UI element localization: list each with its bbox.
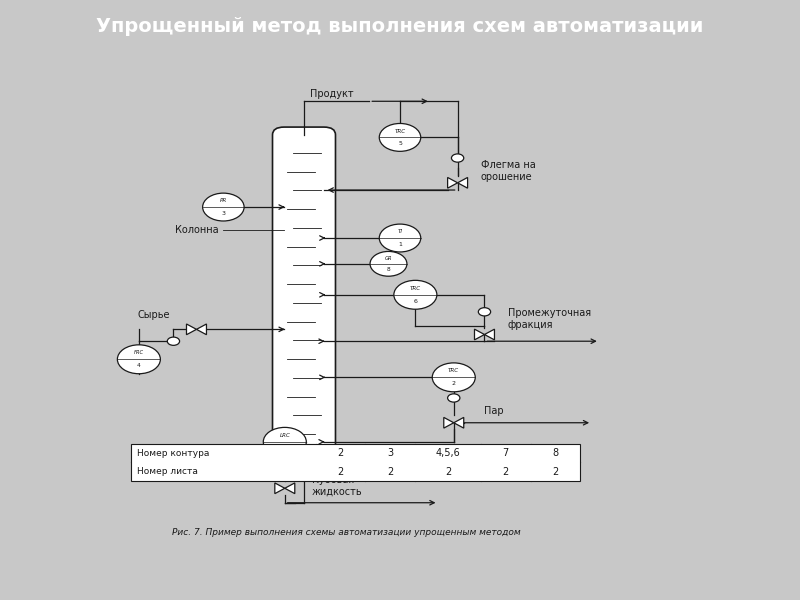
Text: Продукт: Продукт bbox=[310, 89, 354, 98]
Polygon shape bbox=[197, 324, 206, 335]
Text: 2: 2 bbox=[387, 467, 394, 476]
Circle shape bbox=[263, 427, 306, 456]
Text: 6: 6 bbox=[414, 299, 418, 304]
Text: 4: 4 bbox=[137, 363, 141, 368]
Text: PR: PR bbox=[220, 198, 227, 203]
Text: TRC: TRC bbox=[394, 128, 406, 134]
FancyBboxPatch shape bbox=[273, 127, 335, 465]
Text: Флегма на
орошение: Флегма на орошение bbox=[481, 160, 535, 182]
Text: Колонна: Колонна bbox=[174, 225, 218, 235]
Polygon shape bbox=[444, 418, 454, 428]
Bar bbox=[131, 445, 581, 481]
Text: 8: 8 bbox=[386, 267, 390, 272]
Circle shape bbox=[118, 345, 160, 374]
Circle shape bbox=[451, 154, 464, 162]
Circle shape bbox=[478, 308, 490, 316]
Text: Пар: Пар bbox=[485, 406, 504, 416]
Text: Сырье: Сырье bbox=[138, 310, 170, 320]
Text: 2: 2 bbox=[552, 467, 558, 476]
Text: Кубовая
жидкость: Кубовая жидкость bbox=[312, 475, 362, 497]
Circle shape bbox=[432, 363, 475, 392]
Text: 2: 2 bbox=[338, 467, 344, 476]
Text: TRC: TRC bbox=[448, 368, 459, 373]
Text: 4,5,6: 4,5,6 bbox=[436, 448, 460, 458]
Text: LRC: LRC bbox=[279, 433, 290, 438]
Text: Рис. 7. Пример выполнения схемы автоматизации упрощенным методом: Рис. 7. Пример выполнения схемы автомати… bbox=[172, 527, 521, 536]
Polygon shape bbox=[454, 418, 464, 428]
Text: 3: 3 bbox=[222, 211, 226, 216]
Circle shape bbox=[202, 193, 244, 221]
Polygon shape bbox=[458, 178, 467, 188]
Circle shape bbox=[370, 251, 407, 276]
Text: 8: 8 bbox=[553, 448, 558, 458]
Polygon shape bbox=[275, 483, 285, 494]
Text: 1: 1 bbox=[398, 242, 402, 247]
Circle shape bbox=[394, 280, 437, 309]
Text: 2: 2 bbox=[452, 382, 456, 386]
Circle shape bbox=[167, 337, 179, 346]
Text: 7: 7 bbox=[283, 446, 287, 451]
Text: Номер листа: Номер листа bbox=[138, 467, 198, 476]
Text: 7: 7 bbox=[502, 448, 509, 458]
Text: TRC: TRC bbox=[410, 286, 421, 291]
Text: 2: 2 bbox=[445, 467, 451, 476]
Polygon shape bbox=[186, 324, 197, 335]
Circle shape bbox=[379, 224, 421, 252]
Text: Упрощенный метод выполнения схем автоматизации: Упрощенный метод выполнения схем автомат… bbox=[96, 17, 704, 37]
Text: GR: GR bbox=[385, 256, 392, 261]
Text: TI: TI bbox=[398, 229, 402, 234]
Polygon shape bbox=[485, 329, 494, 340]
Circle shape bbox=[448, 394, 460, 402]
Text: Промежуточная
фракция: Промежуточная фракция bbox=[507, 308, 590, 330]
Polygon shape bbox=[448, 178, 458, 188]
Text: 3: 3 bbox=[387, 448, 394, 458]
Text: 2: 2 bbox=[502, 467, 509, 476]
Text: 2: 2 bbox=[338, 448, 344, 458]
Text: FRC: FRC bbox=[134, 350, 144, 355]
Text: 5: 5 bbox=[398, 141, 402, 146]
Circle shape bbox=[278, 461, 291, 469]
Text: Номер контура: Номер контура bbox=[138, 449, 210, 458]
Polygon shape bbox=[285, 483, 294, 494]
Polygon shape bbox=[474, 329, 485, 340]
Circle shape bbox=[379, 124, 421, 151]
